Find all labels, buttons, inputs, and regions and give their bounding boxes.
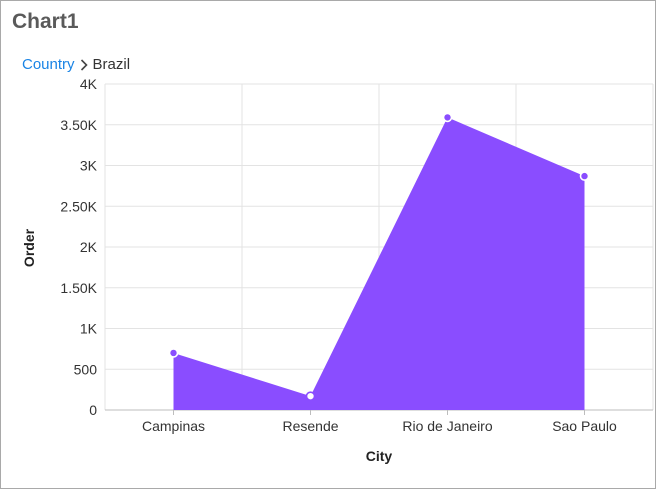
y-tick-label: 2.50K [60, 198, 97, 214]
data-point [442, 112, 453, 123]
x-tick-label: Sao Paulo [552, 418, 617, 434]
y-tick-label: 1.50K [60, 280, 97, 296]
y-tick-label: 3.50K [60, 117, 97, 133]
y-tick-label: 0 [89, 402, 97, 418]
x-tick-label: Campinas [142, 418, 205, 434]
y-tick-label: 500 [74, 361, 98, 377]
y-axis-title: Order [21, 228, 37, 267]
data-point [579, 171, 590, 181]
area-series [173, 117, 585, 410]
breadcrumb: Country Brazil [22, 56, 130, 73]
y-tick-label: 1K [80, 321, 98, 337]
data-markers [168, 112, 590, 401]
y-tick-label: 4K [80, 76, 98, 92]
x-axis-ticks: Campinas Resende Rio de Janeiro Sao Paulo [142, 410, 617, 434]
area-fill [173, 117, 585, 410]
y-tick-label: 2K [80, 239, 98, 255]
y-axis-ticks: 0 500 1K 1.50K 2K 2.50K 3K 3.50K 4K [60, 76, 97, 418]
y-tick-label: 3K [80, 158, 98, 174]
x-axis-title: City [366, 448, 393, 464]
chevron-right-icon [75, 58, 93, 71]
breadcrumb-link-country[interactable]: Country [22, 56, 75, 73]
data-point [168, 348, 179, 358]
x-tick-label: Rio de Janeiro [402, 418, 492, 434]
data-point [305, 391, 316, 401]
widget-title: Chart1 [12, 10, 79, 33]
x-tick-label: Resende [282, 418, 338, 434]
breadcrumb-current: Brazil [92, 56, 131, 73]
